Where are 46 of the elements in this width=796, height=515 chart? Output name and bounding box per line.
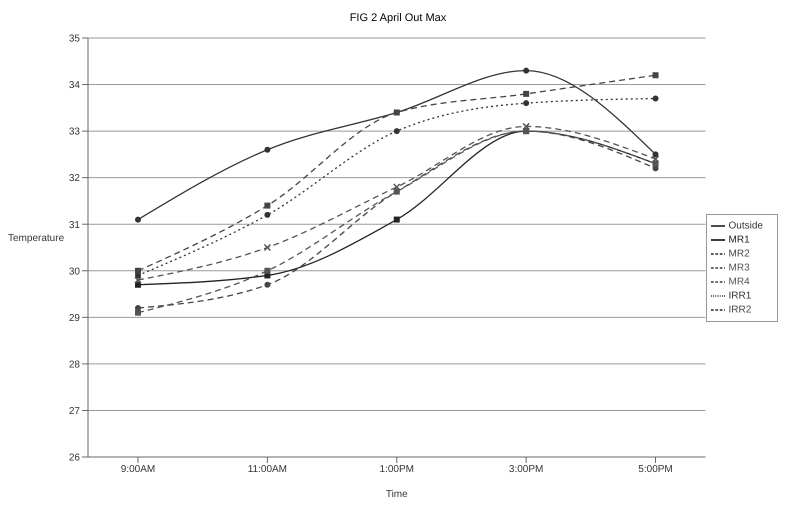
legend-label: IRR2 xyxy=(728,304,752,316)
point xyxy=(264,244,272,252)
y-tick-label: 26 xyxy=(68,452,80,464)
y-tick-label: 33 xyxy=(68,126,80,138)
point xyxy=(264,146,270,153)
point xyxy=(394,216,400,223)
x-axis-title: Time xyxy=(386,489,408,500)
legend-label: MR1 xyxy=(728,234,750,246)
point xyxy=(264,268,270,274)
point xyxy=(523,90,530,97)
point xyxy=(652,72,659,78)
y-tick-label: 30 xyxy=(68,266,80,278)
x-tick-label: 1:00PM xyxy=(380,464,414,476)
y-tick-label: 34 xyxy=(68,80,80,92)
point xyxy=(135,310,141,316)
point xyxy=(522,122,530,130)
legend-label: MR3 xyxy=(728,262,750,274)
point xyxy=(652,151,659,158)
y-axis-title: Temperature xyxy=(8,233,64,244)
point xyxy=(264,202,270,209)
point xyxy=(135,216,141,223)
point xyxy=(523,68,530,74)
y-tick-label: 27 xyxy=(68,406,80,417)
point xyxy=(134,276,142,284)
point xyxy=(652,96,659,102)
point xyxy=(135,268,141,274)
legend-label: MR4 xyxy=(728,276,750,288)
point xyxy=(523,100,530,106)
x-tick-label: 11:00AM xyxy=(248,464,288,476)
x-tick-label: 5:00PM xyxy=(638,464,673,476)
x-tick-label: 3:00PM xyxy=(508,464,544,476)
point xyxy=(264,282,270,288)
y-tick-label: 31 xyxy=(68,220,80,231)
y-tick-label: 28 xyxy=(68,359,80,370)
point xyxy=(652,155,660,163)
legend-label: IRR1 xyxy=(728,290,752,302)
point xyxy=(264,212,270,218)
legend-label: MR2 xyxy=(728,248,750,260)
x-tick-label: 9:00AM xyxy=(120,464,156,476)
y-tick-label: 29 xyxy=(68,312,80,324)
chart-title: FIG 2 April Out Max xyxy=(348,11,448,26)
legend-label: Outside xyxy=(728,220,763,232)
point xyxy=(393,183,401,191)
point xyxy=(394,128,400,134)
y-tick-label: 35 xyxy=(68,34,80,45)
y-tick-label: 32 xyxy=(68,173,80,184)
